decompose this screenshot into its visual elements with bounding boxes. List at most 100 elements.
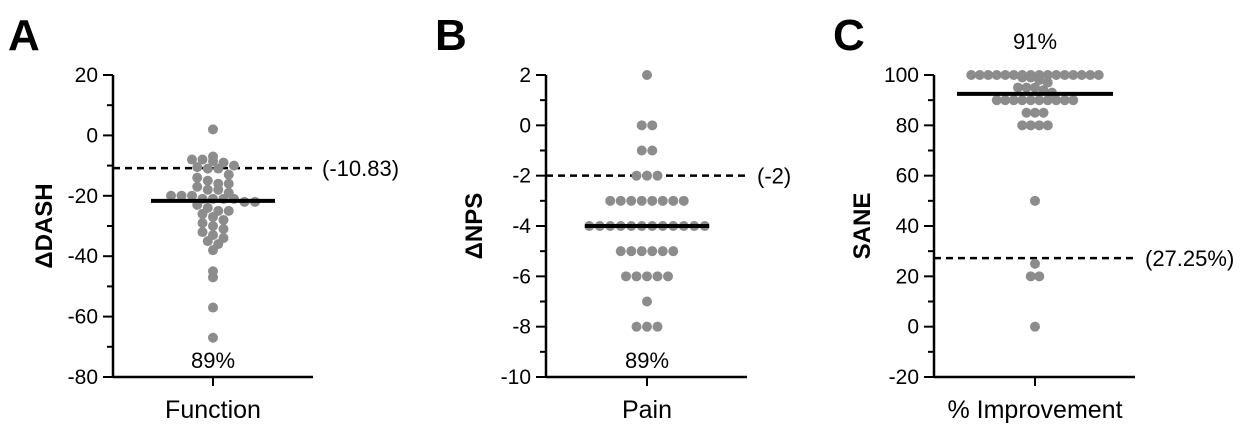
- data-point: [192, 162, 203, 173]
- data-point: [1068, 95, 1079, 106]
- data-point: [1025, 72, 1036, 83]
- data-point: [208, 272, 218, 283]
- data-point: [1025, 120, 1036, 131]
- data-point: [642, 321, 652, 332]
- data-point: [1030, 321, 1040, 332]
- data-point: [657, 195, 668, 206]
- data-point: [647, 145, 658, 156]
- data-point: [223, 178, 234, 189]
- y-tick-label: 60: [896, 165, 919, 188]
- data-point: [1025, 95, 1036, 106]
- y-tick-label: 20: [75, 64, 98, 87]
- y-tick-label: -6: [512, 265, 531, 288]
- data-point: [1093, 70, 1104, 80]
- panel-b: B 2 0 -2 -4 -6 -8 -10 ΔNPS Pain (-2) 89%: [435, 11, 791, 424]
- data-point: [202, 236, 213, 247]
- panel-letter: B: [435, 11, 467, 60]
- data-point: [187, 154, 197, 165]
- data-point: [663, 271, 673, 282]
- data-point: [621, 271, 631, 282]
- panel-a: A 20 0 -20 -40 -60 -80 ΔDASH Function (-10.83) 89%: [8, 11, 399, 424]
- data-point: [652, 271, 663, 282]
- data-point: [626, 246, 637, 257]
- data-point: [1017, 95, 1028, 106]
- data-point: [223, 169, 234, 180]
- data-point: [197, 227, 208, 238]
- data-point: [636, 145, 647, 156]
- y-tick-label: 20: [896, 265, 919, 288]
- data-point: [668, 195, 679, 206]
- data-point: [197, 208, 208, 219]
- data-point: [202, 184, 213, 195]
- data-point: [1059, 70, 1070, 80]
- data-point: [642, 296, 652, 307]
- data-point: [1068, 70, 1079, 80]
- data-point: [1034, 120, 1045, 131]
- y-tick-label: -8: [512, 316, 531, 339]
- y-tick-label: -20: [889, 366, 919, 389]
- data-point: [176, 190, 187, 201]
- data-point: [1034, 75, 1045, 86]
- y-tick-label: -10: [501, 366, 531, 389]
- y-tick-label: 0: [86, 124, 98, 147]
- data-point: [1030, 258, 1040, 269]
- data-point: [647, 120, 658, 131]
- panel-c: C 100 80 60 40 20 0 -20 SANE % Improvement (27.25%…: [833, 11, 1234, 424]
- data-point: [202, 163, 213, 174]
- data-point: [202, 175, 213, 186]
- data-point: [1013, 82, 1023, 93]
- mcid-label: (27.25%): [1145, 246, 1234, 271]
- data-point: [1021, 82, 1032, 93]
- data-point: [1017, 72, 1028, 83]
- data-point: [1059, 95, 1070, 106]
- data-point: [192, 172, 203, 183]
- y-tick-label: -2: [512, 165, 531, 188]
- data-point: [197, 154, 208, 165]
- data-point: [218, 214, 229, 225]
- data-point: [213, 184, 224, 195]
- data-point: [1021, 107, 1032, 118]
- y-tick-label: 80: [896, 114, 919, 137]
- data-point: [1042, 120, 1053, 131]
- data-point: [626, 195, 637, 206]
- data-point: [1034, 271, 1045, 282]
- data-point: [208, 156, 218, 167]
- data-point: [208, 124, 218, 135]
- data-point: [208, 221, 218, 231]
- y-tick-label: -20: [68, 185, 98, 208]
- data-point: [229, 160, 239, 171]
- data-point: [218, 224, 229, 235]
- y-tick-label: -4: [512, 215, 531, 238]
- data-point: [223, 205, 234, 216]
- data-point: [1008, 95, 1019, 106]
- data-point: [208, 211, 218, 222]
- mcid-label: (-10.83): [322, 156, 399, 181]
- data-point: [1076, 70, 1087, 80]
- percent-label: 89%: [625, 348, 669, 373]
- data-point: [197, 217, 208, 228]
- y-axis-label: ΔNPS: [461, 193, 488, 260]
- data-point: [1008, 70, 1019, 80]
- percent-label: 91%: [1013, 29, 1057, 54]
- x-axis-label: Pain: [622, 396, 672, 424]
- data-point: [1038, 107, 1049, 118]
- data-point: [1017, 120, 1028, 131]
- data-point: [213, 163, 224, 174]
- data-point: [208, 332, 218, 343]
- data-point: [647, 195, 658, 206]
- data-point: [652, 321, 663, 332]
- data-point: [636, 120, 647, 131]
- mcid-label: (-2): [757, 164, 791, 189]
- data-point: [974, 70, 985, 80]
- y-tick-label: -60: [68, 306, 98, 329]
- x-axis-label: % Improvement: [947, 396, 1122, 424]
- data-point: [642, 70, 652, 80]
- data-point: [1000, 95, 1011, 106]
- data-point: [1042, 95, 1053, 106]
- data-point: [668, 246, 679, 257]
- data-point: [166, 190, 176, 201]
- data-point: [966, 70, 977, 80]
- data-point: [1051, 70, 1062, 80]
- panel-letter: C: [833, 11, 865, 60]
